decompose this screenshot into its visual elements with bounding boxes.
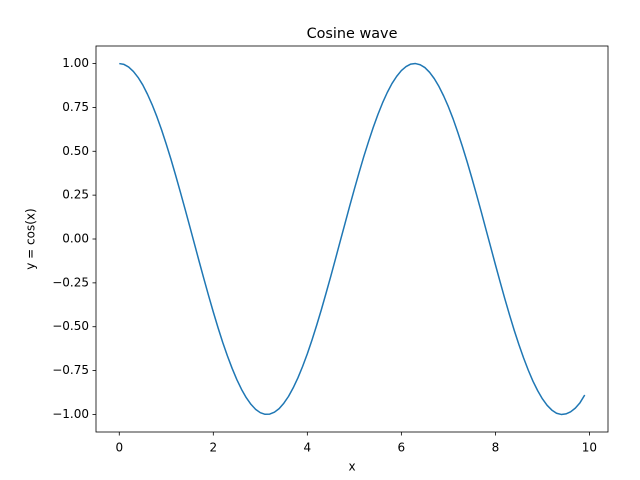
- x-axis-label: x: [348, 460, 355, 474]
- y-tick-label: 0.50: [62, 144, 89, 158]
- y-tick-label: 0.25: [62, 188, 89, 202]
- y-tick-label: −0.75: [52, 363, 89, 377]
- chart-title: Cosine wave: [307, 26, 398, 42]
- y-tick-label: 0.75: [62, 100, 89, 114]
- x-tick-label: 6: [398, 441, 406, 455]
- y-axis-label: y = cos(x): [24, 208, 38, 269]
- y-tick-label: −0.50: [52, 319, 89, 333]
- plot-frame: [95, 45, 609, 433]
- x-tick-label: 2: [209, 441, 217, 455]
- x-tick-label: 4: [304, 441, 312, 455]
- x-tick-label: 10: [582, 441, 597, 455]
- x-tick-label: 0: [115, 441, 123, 455]
- line-series: [119, 62, 586, 416]
- x-tick-label: 8: [492, 441, 500, 455]
- y-tick-label: 1.00: [62, 56, 89, 70]
- y-tick-label: 0.00: [62, 232, 89, 246]
- y-tick-label: −1.00: [52, 407, 89, 421]
- y-tick-label: −0.25: [52, 275, 89, 289]
